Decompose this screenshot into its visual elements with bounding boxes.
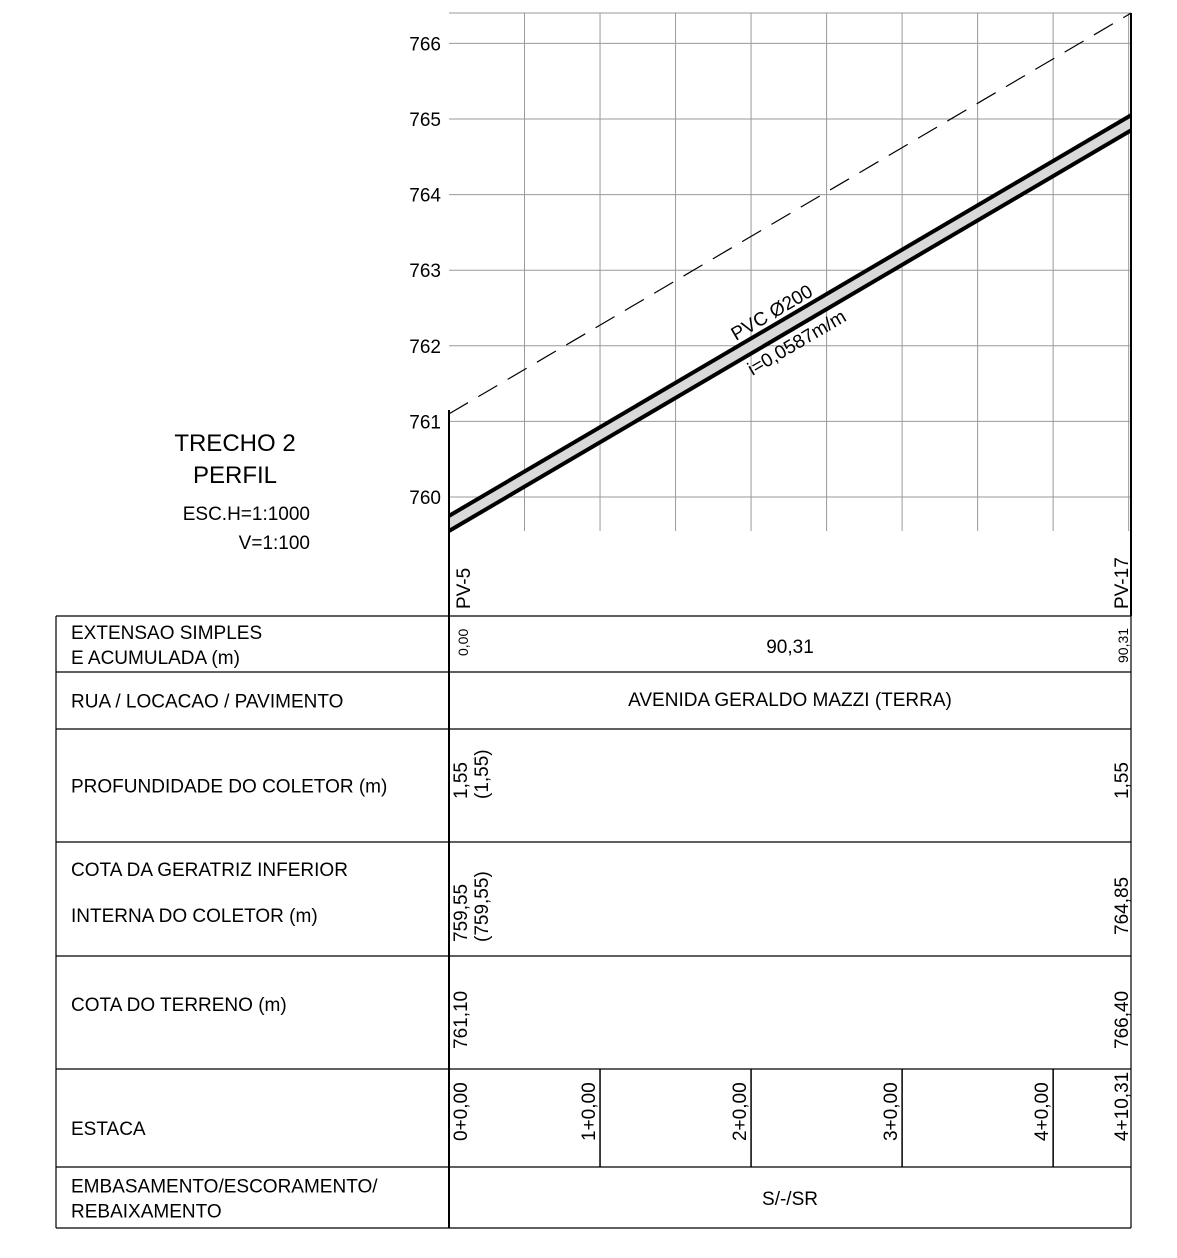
y-tick-label: 763 — [409, 261, 441, 282]
extensao-middle: 90,31 — [766, 637, 814, 658]
extensao-start: 0,00 — [455, 629, 471, 656]
row-label: EMBASAMENTO/ESCORAMENTO/ — [71, 1177, 378, 1198]
data-table: EXTENSAO SIMPLES E ACUMULADA (m) RUA / LOC… — [55, 615, 1133, 1229]
scale-horizontal: ESC.H=1:1000 — [182, 504, 310, 525]
profile-grid: 760 761 762 763 764 765 766 — [409, 12, 1131, 531]
scale-vertical: V=1:100 — [238, 533, 310, 554]
terrain-line — [448, 12, 1132, 415]
y-tick-label: 765 — [409, 110, 441, 131]
title-block: TRECHO 2 PERFIL — [150, 428, 320, 492]
estaca-label: 1+0,00 — [579, 1082, 600, 1141]
row-label: EXTENSAO SIMPLES — [71, 623, 262, 644]
estaca-label: 3+0,00 — [881, 1082, 902, 1141]
row-label: REBAIXAMENTO — [71, 1202, 222, 1223]
title-line2: PERFIL — [192, 462, 278, 489]
rua-value: AVENIDA GERALDO MAZZI (TERRA) — [628, 690, 952, 711]
row-label: E ACUMULADA (m) — [71, 648, 240, 669]
row-label: INTERNA DO COLETOR (m) — [71, 906, 318, 927]
y-tick-label: 761 — [409, 412, 441, 433]
pipe-invert-line — [447, 128, 1133, 533]
y-tick-label: 766 — [409, 34, 441, 55]
estaca-label: 0+0,00 — [451, 1082, 472, 1141]
y-tick-label: 760 — [409, 488, 441, 509]
y-tick-label: 762 — [409, 337, 441, 358]
cota-terreno-start: 761,10 — [451, 991, 472, 1049]
cota-geratriz-start-paren: (759,55) — [472, 871, 493, 942]
row-label: PROFUNDIDADE DO COLETOR (m) — [71, 777, 387, 798]
profundidade-start: 1,55 — [451, 762, 472, 799]
profundidade-end: 1,55 — [1112, 762, 1133, 799]
row-label: RUA / LOCACAO / PAVIMENTO — [71, 692, 343, 713]
pipe-crown-line — [447, 113, 1133, 518]
cota-geratriz-end: 764,85 — [1112, 877, 1133, 935]
row-label: ESTACA — [71, 1119, 146, 1140]
cota-terreno-end: 766,40 — [1112, 991, 1133, 1049]
pv-end-label: PV-17 — [1112, 557, 1133, 609]
extensao-end: 90,31 — [1115, 628, 1131, 663]
title-line1: TRECHO 2 — [174, 430, 296, 457]
cota-geratriz-start: 759,55 — [451, 884, 472, 942]
estaca-label: 4+10,31 — [1112, 1072, 1133, 1141]
row-label: COTA DA GERATRIZ INFERIOR — [71, 860, 348, 881]
profundidade-start-paren: (1,55) — [472, 749, 493, 799]
y-tick-label: 764 — [409, 186, 441, 207]
estaca-label: 2+0,00 — [730, 1082, 751, 1141]
estaca-label: 4+0,00 — [1032, 1082, 1053, 1141]
row-label: COTA DO TERRENO (m) — [71, 995, 287, 1016]
pv-start-label: PV-5 — [454, 568, 475, 609]
pipe-fill — [449, 115, 1131, 532]
embasamento-value: S/-/SR — [762, 1189, 818, 1210]
scale-block: ESC.H=1:1000 V=1:100 — [140, 500, 310, 558]
